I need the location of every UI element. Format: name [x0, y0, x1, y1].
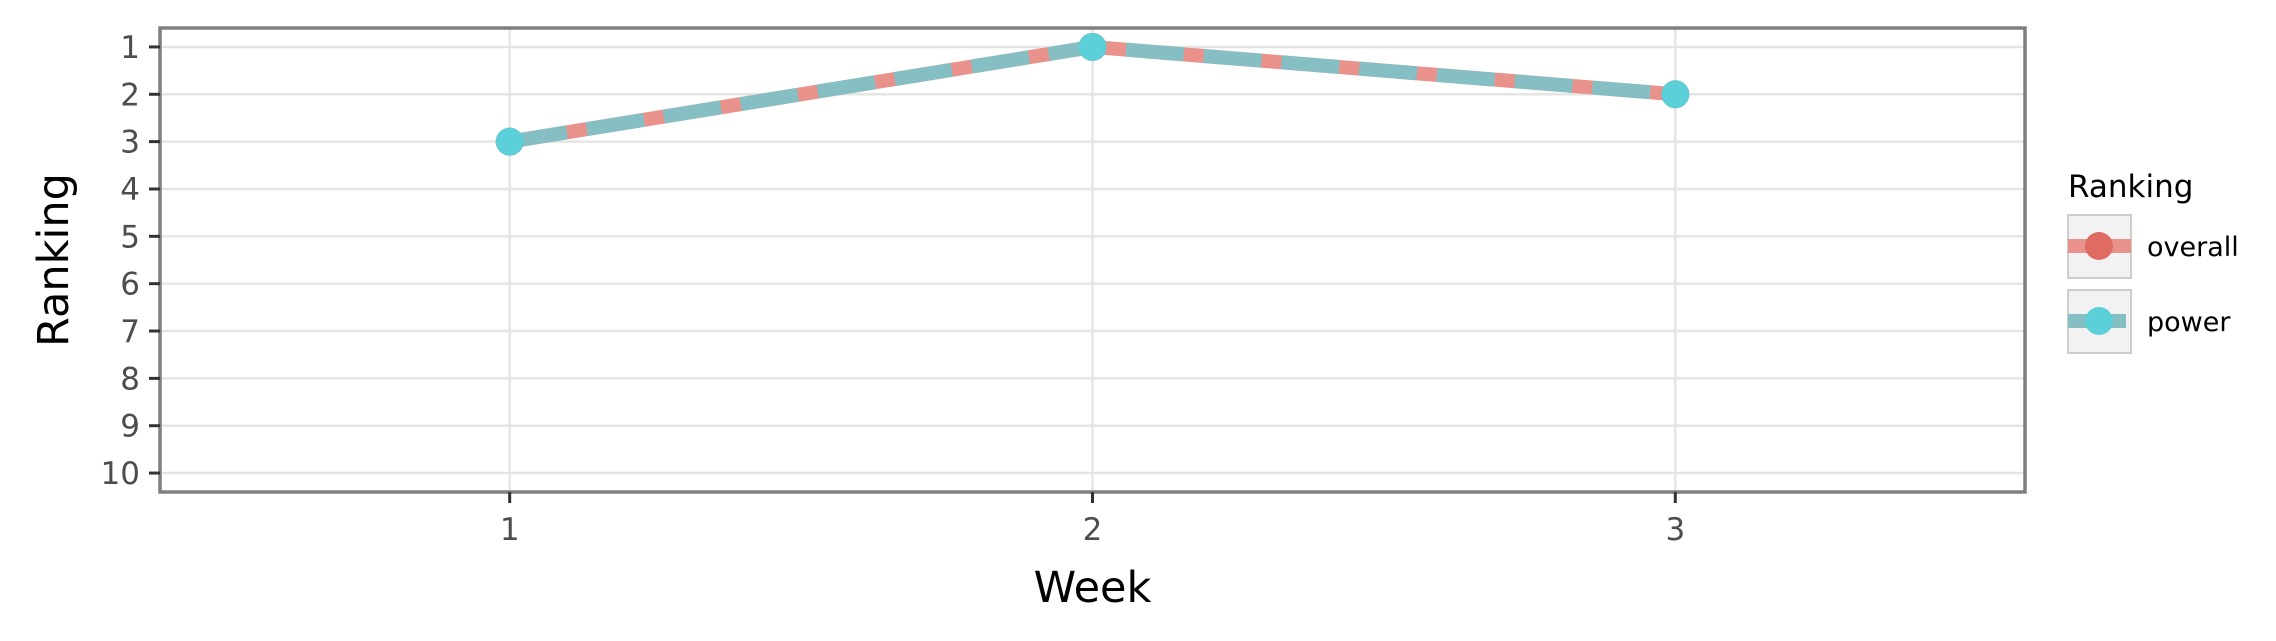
x-tick-label: 3 [1665, 512, 1685, 548]
legend-label-overall: overall [2147, 232, 2239, 263]
x-axis-title: Week [1034, 563, 1152, 613]
series-layer [495, 32, 1690, 156]
legend-title: Ranking [2068, 169, 2193, 205]
y-tick-label: 1 [120, 30, 140, 66]
legend: Ranking overall power [2067, 169, 2239, 354]
y-tick-label: 8 [120, 361, 140, 397]
legend-marker-overall [2085, 232, 2113, 260]
y-tick-label: 7 [120, 314, 140, 350]
y-tick-label: 4 [120, 172, 140, 208]
y-tick-label: 3 [120, 125, 140, 161]
x-tick-label: 1 [500, 512, 520, 548]
y-tick-label: 2 [120, 77, 140, 113]
data-point-power [495, 127, 524, 156]
x-axis: 1 2 3 [500, 492, 1685, 548]
y-axis: 1 2 3 4 5 6 7 8 9 10 [101, 30, 160, 492]
y-tick-label: 6 [120, 267, 140, 303]
y-axis-title: Ranking [29, 173, 79, 347]
y-tick-label: 10 [101, 456, 140, 492]
data-point-power [1078, 32, 1107, 61]
y-tick-label: 5 [120, 219, 140, 255]
data-point-power [1661, 80, 1690, 109]
plot-area [158, 26, 2027, 494]
y-tick-label: 9 [120, 409, 140, 445]
grid-lines [160, 28, 2025, 492]
x-tick-label: 2 [1083, 512, 1103, 548]
legend-label-power: power [2147, 307, 2231, 338]
legend-marker-power [2085, 307, 2113, 335]
